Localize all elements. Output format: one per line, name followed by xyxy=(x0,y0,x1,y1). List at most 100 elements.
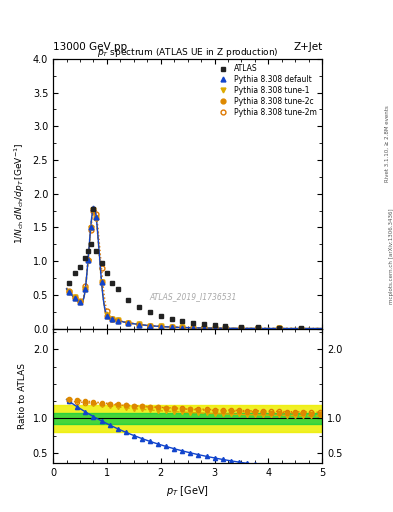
Pythia 8.308 tune-2m xyxy=(94,211,99,217)
Pythia 8.308 tune-2c xyxy=(105,312,109,318)
Pythia 8.308 default xyxy=(169,324,174,330)
Text: mcplots.cern.ch [arXiv:1306.3436]: mcplots.cern.ch [arXiv:1306.3436] xyxy=(389,208,393,304)
Pythia 8.308 default xyxy=(91,205,96,211)
Pythia 8.308 tune-1 xyxy=(169,324,174,330)
Pythia 8.308 tune-1 xyxy=(67,288,72,294)
Pythia 8.308 tune-2m xyxy=(137,321,141,327)
Pythia 8.308 default xyxy=(180,325,185,331)
Line: ATLAS: ATLAS xyxy=(67,206,303,330)
Pythia 8.308 tune-2c xyxy=(298,326,303,332)
Pythia 8.308 tune-2m xyxy=(72,294,77,300)
ATLAS xyxy=(223,323,228,329)
X-axis label: $p_T$ [GeV]: $p_T$ [GeV] xyxy=(166,484,209,498)
Pythia 8.308 tune-2c xyxy=(126,320,131,326)
Pythia 8.308 tune-1 xyxy=(223,325,228,331)
ATLAS xyxy=(137,304,141,310)
Pythia 8.308 tune-2m xyxy=(110,315,115,322)
Pythia 8.308 tune-2m xyxy=(191,325,195,331)
Pythia 8.308 tune-1 xyxy=(86,258,90,264)
Pythia 8.308 tune-1 xyxy=(148,323,152,329)
Line: Pythia 8.308 tune-2c: Pythia 8.308 tune-2c xyxy=(67,206,303,331)
ATLAS xyxy=(191,320,195,326)
ATLAS xyxy=(67,280,72,286)
Line: Pythia 8.308 default: Pythia 8.308 default xyxy=(67,206,303,331)
Pythia 8.308 tune-1 xyxy=(78,299,83,305)
Pythia 8.308 default xyxy=(158,324,163,330)
Pythia 8.308 tune-2c xyxy=(158,324,163,330)
Pythia 8.308 tune-1 xyxy=(91,206,96,212)
Pythia 8.308 tune-2m xyxy=(83,283,88,289)
ATLAS xyxy=(110,280,115,286)
Pythia 8.308 default xyxy=(67,289,72,295)
Pythia 8.308 default xyxy=(88,224,93,230)
Pythia 8.308 tune-2c xyxy=(78,299,83,305)
Pythia 8.308 tune-2m xyxy=(86,257,90,263)
ATLAS xyxy=(94,248,99,254)
Pythia 8.308 tune-2m xyxy=(202,325,206,331)
Text: ATLAS_2019_I1736531: ATLAS_2019_I1736531 xyxy=(149,292,237,301)
Pythia 8.308 tune-1 xyxy=(94,215,99,221)
Pythia 8.308 tune-2c xyxy=(83,286,88,292)
Pythia 8.308 tune-2c xyxy=(223,325,228,331)
Pythia 8.308 tune-1 xyxy=(191,325,195,331)
Pythia 8.308 tune-2m xyxy=(105,308,109,314)
Pythia 8.308 default xyxy=(83,286,88,292)
ATLAS xyxy=(88,241,93,247)
Pythia 8.308 tune-2m xyxy=(169,324,174,330)
Line: Pythia 8.308 tune-2m: Pythia 8.308 tune-2m xyxy=(67,209,303,331)
Pythia 8.308 default xyxy=(110,316,115,322)
ATLAS xyxy=(158,313,163,319)
Pythia 8.308 tune-2m xyxy=(158,323,163,329)
ATLAS xyxy=(126,296,131,303)
ATLAS xyxy=(86,248,90,254)
Pythia 8.308 tune-2c xyxy=(115,317,120,324)
Pythia 8.308 tune-2c xyxy=(180,325,185,331)
Pythia 8.308 tune-1 xyxy=(137,322,141,328)
Pythia 8.308 tune-1 xyxy=(115,317,120,324)
Pythia 8.308 tune-2c xyxy=(91,206,96,212)
Text: 13000 GeV pp: 13000 GeV pp xyxy=(53,42,127,52)
Pythia 8.308 default xyxy=(212,325,217,331)
Pythia 8.308 default xyxy=(148,323,152,329)
Pythia 8.308 default xyxy=(137,322,141,328)
Pythia 8.308 tune-2c xyxy=(94,215,99,221)
Pythia 8.308 tune-2m xyxy=(78,298,83,304)
Pythia 8.308 tune-2m xyxy=(148,323,152,329)
Pythia 8.308 tune-2m xyxy=(91,208,96,215)
Pythia 8.308 tune-1 xyxy=(99,279,104,285)
Pythia 8.308 tune-2c xyxy=(137,322,141,328)
ATLAS xyxy=(180,318,185,325)
Pythia 8.308 default xyxy=(239,325,244,331)
Pythia 8.308 tune-2m xyxy=(223,325,228,331)
Legend: ATLAS, Pythia 8.308 default, Pythia 8.308 tune-1, Pythia 8.308 tune-2c, Pythia 8: ATLAS, Pythia 8.308 default, Pythia 8.30… xyxy=(214,62,318,118)
ATLAS xyxy=(115,286,120,292)
Pythia 8.308 tune-2c xyxy=(67,289,72,295)
ATLAS xyxy=(169,316,174,322)
Pythia 8.308 tune-2c xyxy=(255,325,260,331)
Pythia 8.308 default xyxy=(72,295,77,301)
Pythia 8.308 tune-2c xyxy=(86,257,90,263)
Pythia 8.308 default xyxy=(126,320,131,326)
Pythia 8.308 default xyxy=(277,326,281,332)
Pythia 8.308 default xyxy=(99,279,104,285)
Pythia 8.308 tune-1 xyxy=(83,286,88,292)
ATLAS xyxy=(78,264,83,270)
Pythia 8.308 tune-2m xyxy=(180,325,185,331)
ATLAS xyxy=(202,322,206,328)
Pythia 8.308 tune-2m xyxy=(99,265,104,271)
Pythia 8.308 tune-2c xyxy=(72,295,77,301)
Pythia 8.308 default xyxy=(255,325,260,331)
ATLAS xyxy=(91,205,96,211)
Pythia 8.308 tune-2c xyxy=(148,323,152,329)
Pythia 8.308 default xyxy=(86,257,90,263)
ATLAS xyxy=(239,324,244,330)
Pythia 8.308 default xyxy=(94,214,99,220)
Text: Z+Jet: Z+Jet xyxy=(293,42,322,52)
ATLAS xyxy=(72,270,77,276)
Pythia 8.308 tune-2m xyxy=(239,325,244,331)
Pythia 8.308 tune-1 xyxy=(212,325,217,331)
ATLAS xyxy=(148,309,152,315)
ATLAS xyxy=(255,324,260,330)
ATLAS xyxy=(83,254,88,261)
Pythia 8.308 tune-2c xyxy=(212,325,217,331)
